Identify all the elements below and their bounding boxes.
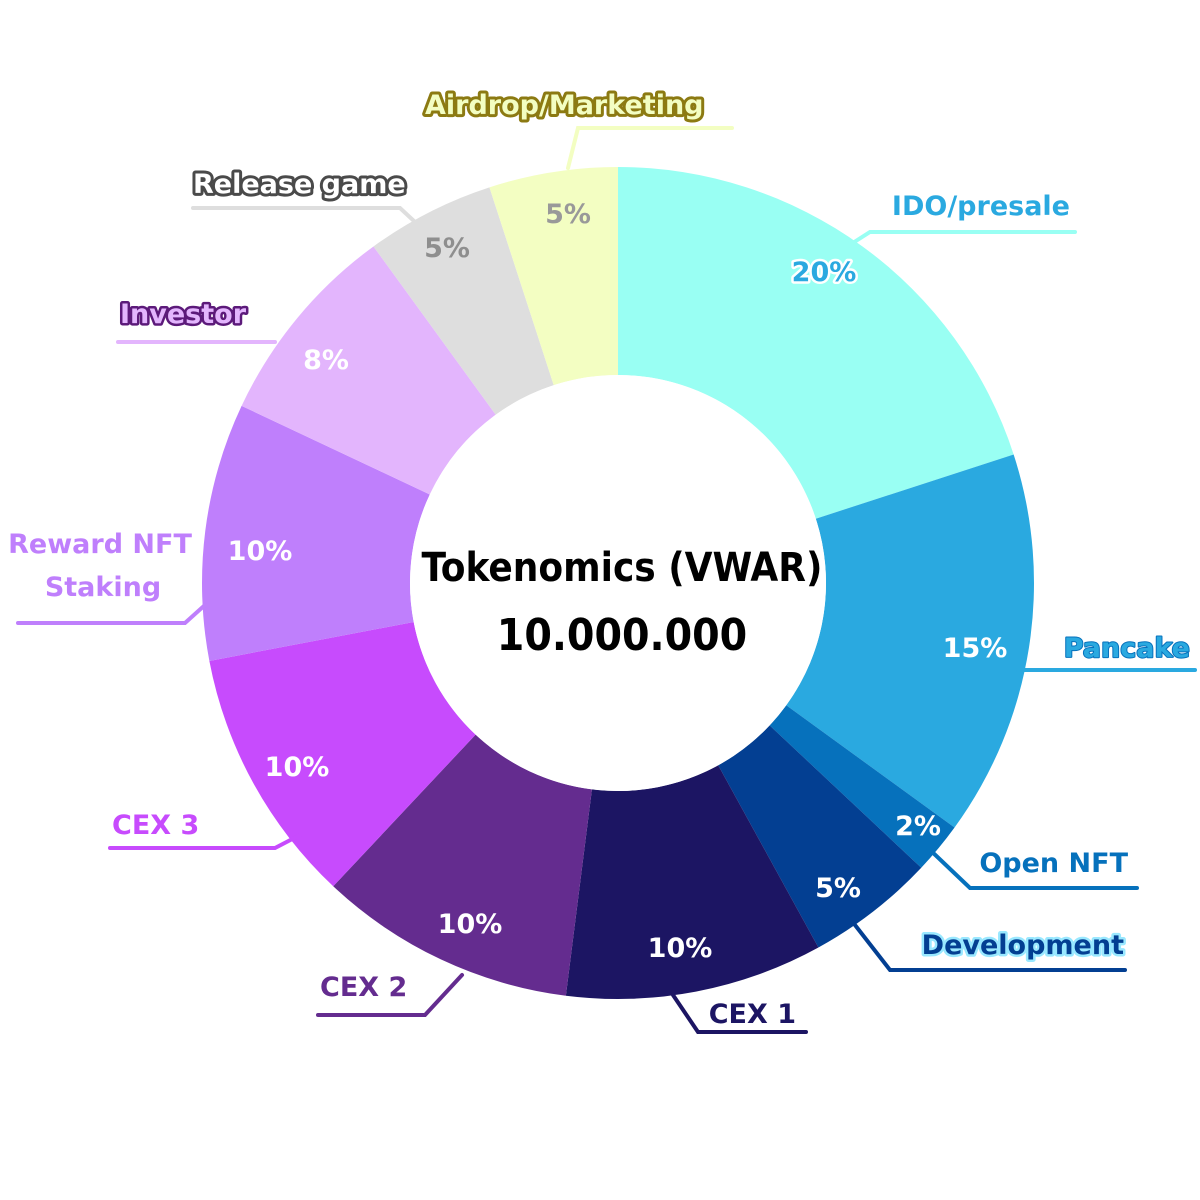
category-label-ido-presale: IDO/presale (892, 191, 1070, 222)
leader-line-cex-3 (108, 833, 302, 850)
donut-slices (202, 167, 1034, 999)
leader-line-reward-nft-staking (16, 603, 207, 625)
center-title: Tokenomics (VWAR) (422, 545, 823, 591)
pct-label-reward-nft-staking: 10% (228, 536, 293, 567)
leader-line-development (853, 923, 1127, 972)
slice-release-game (373, 187, 554, 415)
percentage-labels: 20% 15% 2% 5% 10% 10% 10% 10% 8% 5% 5% (228, 199, 1008, 964)
slice-cex-3 (209, 621, 476, 887)
slice-development (718, 725, 922, 948)
center-total: 10.000.000 (497, 610, 747, 661)
pct-label-cex-2: 10% (438, 909, 503, 940)
category-label-open-nft: Open NFT (979, 848, 1128, 879)
pct-label-pancake: 15% (943, 633, 1008, 664)
leader-line-cex-1 (671, 993, 808, 1034)
slice-cex-1 (565, 765, 819, 999)
leader-line-open-nft (926, 846, 1139, 890)
category-label-release-game: Release game (193, 169, 406, 200)
pct-label-airdrop-marketing: 5% (545, 199, 591, 230)
category-label-cex-2: CEX 2 (320, 972, 407, 1003)
pct-label-development: 5% (815, 873, 861, 904)
category-labels: IDO/presale Pancake Open NFT Development CEX… (8, 87, 1191, 1030)
leader-line-cex-2 (316, 973, 464, 1017)
category-label-cex-3: CEX 3 (112, 810, 199, 841)
slice-reward-nft-staking (202, 405, 430, 661)
pct-label-ido-presale: 20% (792, 257, 857, 288)
category-label-investor: Investor (120, 299, 247, 330)
category-label-cex-1: CEX 1 (709, 999, 796, 1030)
category-label-airdrop-marketing: Airdrop/Marketing (425, 90, 704, 121)
pct-label-investor: 8% (303, 345, 349, 376)
leader-line-airdrop-marketing (566, 126, 734, 170)
leader-line-release-game (191, 206, 417, 224)
category-label-development: Development (922, 930, 1124, 961)
center-hole (410, 375, 826, 791)
slice-pancake (786, 454, 1034, 828)
donut-center: Tokenomics (VWAR) 10.000.000 (410, 375, 826, 791)
pct-label-release-game: 5% (424, 233, 470, 264)
slice-cex-2 (333, 734, 592, 996)
slice-open-nft (769, 705, 955, 868)
leader-lines (16, 126, 1197, 1034)
category-label-reward-nft-staking-line-1: Reward NFT (8, 529, 192, 560)
pct-label-open-nft: 2% (895, 811, 941, 842)
category-label-reward-nft-staking-line-2: Staking (45, 572, 161, 603)
slice-ido-presale (618, 167, 1014, 519)
slice-airdrop-marketing (489, 167, 618, 386)
leader-line-ido-presale (846, 230, 1077, 248)
slice-investor (241, 246, 496, 495)
pct-label-cex-3: 10% (265, 752, 330, 783)
pct-label-cex-1: 10% (648, 933, 713, 964)
category-label-pancake: Pancake (1064, 633, 1190, 664)
